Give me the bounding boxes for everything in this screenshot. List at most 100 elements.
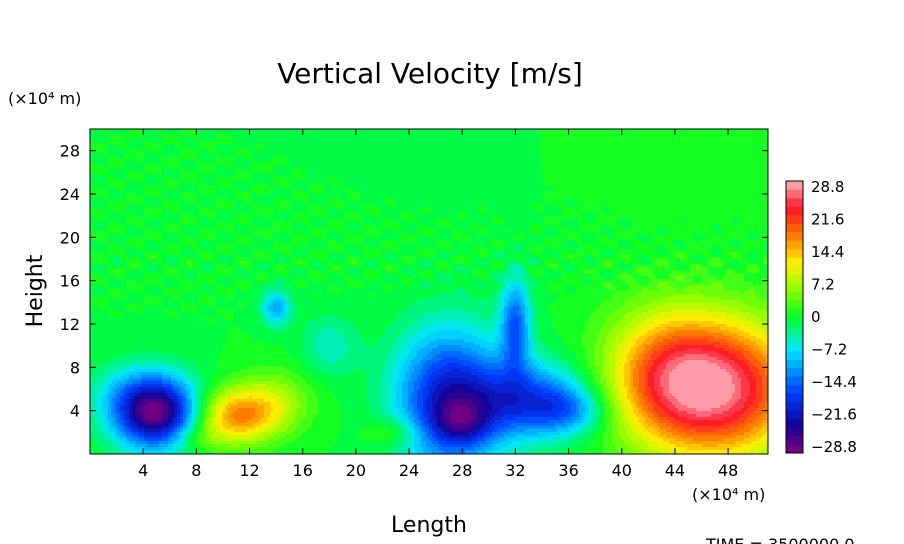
heatmap-cell <box>168 132 171 135</box>
heatmap-cell <box>258 168 261 171</box>
heatmap-cell <box>573 180 576 183</box>
heatmap-cell <box>675 186 678 189</box>
heatmap-cell <box>399 165 402 168</box>
heatmap-cell <box>168 183 171 186</box>
heatmap-cell <box>492 138 495 141</box>
heatmap-cell <box>636 183 639 186</box>
heatmap-cell <box>429 153 432 156</box>
heatmap-cell <box>654 138 657 141</box>
heatmap-cell <box>423 180 426 183</box>
heatmap-cell <box>120 162 123 165</box>
heatmap-cell <box>192 174 195 177</box>
heatmap-cell <box>336 138 339 141</box>
heatmap-cell <box>111 174 114 177</box>
heatmap-cell <box>291 186 294 189</box>
heatmap-cell <box>330 165 333 168</box>
heatmap-cell <box>474 165 477 168</box>
heatmap-cell <box>420 162 423 165</box>
heatmap-cell <box>735 132 738 135</box>
heatmap-cell <box>744 168 747 171</box>
heatmap-cell <box>759 171 762 174</box>
heatmap-cell <box>582 150 585 153</box>
heatmap-cell <box>624 156 627 159</box>
heatmap-cell <box>600 180 603 183</box>
heatmap-cell <box>498 141 501 144</box>
heatmap-cell <box>426 150 429 153</box>
heatmap-cell <box>699 165 702 168</box>
heatmap-cell <box>273 186 276 189</box>
heatmap-cell <box>711 168 714 171</box>
heatmap-cell <box>432 186 435 189</box>
heatmap-cell <box>342 171 345 174</box>
heatmap-cell <box>321 153 324 156</box>
heatmap-cell <box>111 180 114 183</box>
heatmap-cell <box>114 135 117 138</box>
heatmap-cell <box>255 129 258 132</box>
heatmap-cell <box>132 192 135 195</box>
heatmap-cell <box>144 168 147 171</box>
heatmap-cell <box>366 189 369 192</box>
heatmap-cell <box>675 159 678 162</box>
heatmap-cell <box>273 189 276 192</box>
heatmap-cell <box>465 171 468 174</box>
heatmap-cell <box>735 174 738 177</box>
heatmap-cell <box>468 144 471 147</box>
heatmap-cell <box>687 138 690 141</box>
heatmap-cell <box>441 165 444 168</box>
heatmap-cell <box>414 135 417 138</box>
heatmap-cell <box>354 153 357 156</box>
heatmap-cell <box>249 189 252 192</box>
heatmap-cell <box>276 147 279 150</box>
heatmap-cell <box>120 192 123 195</box>
heatmap-cell <box>330 180 333 183</box>
heatmap-cell <box>552 129 555 132</box>
heatmap-cell <box>222 174 225 177</box>
heatmap-cell <box>267 171 270 174</box>
heatmap-cell <box>363 168 366 171</box>
heatmap-cell <box>297 174 300 177</box>
heatmap-cell <box>672 138 675 141</box>
heatmap-cell <box>456 165 459 168</box>
heatmap-cell <box>525 168 528 171</box>
heatmap-cell <box>456 141 459 144</box>
heatmap-cell <box>468 183 471 186</box>
heatmap-cell <box>450 168 453 171</box>
heatmap-cell <box>543 168 546 171</box>
heatmap-cell <box>327 192 330 195</box>
heatmap-cell <box>426 165 429 168</box>
heatmap-cell <box>723 138 726 141</box>
heatmap-cell <box>201 159 204 162</box>
heatmap-cell <box>657 150 660 153</box>
heatmap-cell <box>309 159 312 162</box>
heatmap-cell <box>726 165 729 168</box>
heatmap-cell <box>99 141 102 144</box>
heatmap-cell <box>456 144 459 147</box>
heatmap-cell <box>273 174 276 177</box>
heatmap-cell <box>159 150 162 153</box>
heatmap-cell <box>198 144 201 147</box>
heatmap-cell <box>552 159 555 162</box>
heatmap-cell <box>222 147 225 150</box>
heatmap-cell <box>117 192 120 195</box>
heatmap-cell <box>366 162 369 165</box>
heatmap-cell <box>399 177 402 180</box>
heatmap-cell <box>144 180 147 183</box>
heatmap-cell <box>756 150 759 153</box>
heatmap-cell <box>198 168 201 171</box>
heatmap-cell <box>411 153 414 156</box>
heatmap-cell <box>192 129 195 132</box>
heatmap-cell <box>90 156 93 159</box>
heatmap-cell <box>573 186 576 189</box>
heatmap-cell <box>423 159 426 162</box>
heatmap-cell <box>204 147 207 150</box>
heatmap-cell <box>144 153 147 156</box>
heatmap-cell <box>513 141 516 144</box>
heatmap-cell <box>126 180 129 183</box>
heatmap-cell <box>744 162 747 165</box>
heatmap-cell <box>627 132 630 135</box>
heatmap-cell <box>276 138 279 141</box>
heatmap-cell <box>516 192 519 195</box>
heatmap-cell <box>186 177 189 180</box>
heatmap-cell <box>324 162 327 165</box>
heatmap-cell <box>567 189 570 192</box>
